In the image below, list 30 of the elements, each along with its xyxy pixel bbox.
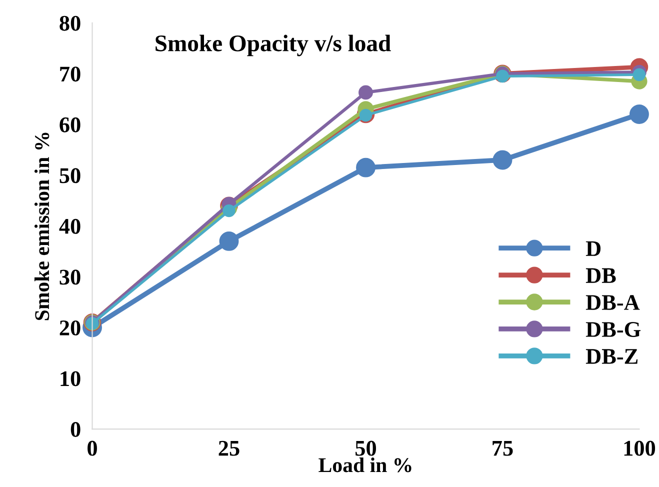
point [630, 104, 649, 124]
x-tick-label: 100 [624, 440, 656, 456]
y-tick-label: 50 [60, 168, 80, 184]
y-tick-label: 30 [60, 270, 80, 285]
point [222, 204, 236, 218]
legend-label: DB-A [586, 295, 640, 310]
y-tick-label: 0 [70, 422, 80, 437]
y-tick-label: 60 [60, 117, 80, 132]
legend-label: DB-G [586, 322, 640, 337]
legend-label: D [586, 241, 601, 256]
y-tick-label: 10 [60, 371, 80, 386]
x-axis-title: Load in % [318, 458, 412, 472]
point [632, 68, 646, 82]
x-tick-label: 75 [492, 441, 513, 456]
y-tick-label: 70 [60, 66, 80, 82]
legend-label: DB-Z [586, 349, 638, 364]
point [356, 158, 376, 178]
x-tick-label: 0 [88, 440, 97, 456]
y-tick-label: 40 [59, 218, 80, 234]
point [492, 150, 512, 170]
x-tick-label: 25 [218, 440, 240, 456]
y-tick-label: 80 [60, 16, 80, 31]
chart-title: Smoke Opacity v/s load [156, 34, 391, 56]
point [358, 85, 373, 100]
y-tick-label: 20 [60, 320, 80, 336]
point [219, 231, 239, 251]
y-axis-title: Smoke emission in % [34, 132, 50, 320]
legend-label: DB [586, 268, 616, 283]
point [359, 108, 372, 122]
x-tick-label: 50 [356, 440, 376, 456]
